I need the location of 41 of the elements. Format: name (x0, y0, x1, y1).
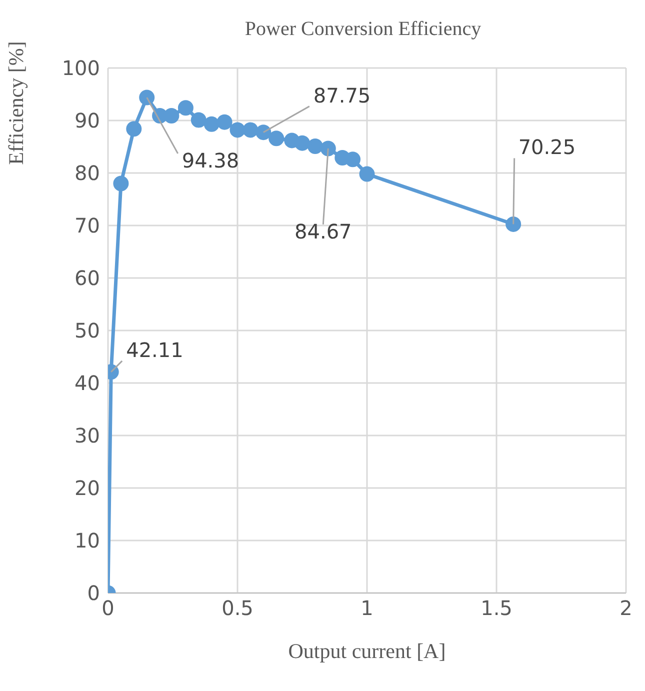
point (307, 138, 323, 154)
data-label: 70.25 (518, 135, 576, 160)
data-label: 84.67 (294, 219, 352, 244)
y-axis-title: Efficiency [%] (4, 41, 28, 165)
point (139, 90, 155, 106)
x-tick-label: 2 (620, 596, 632, 620)
y-tick-label: 100 (62, 56, 100, 80)
point (126, 121, 142, 137)
y-tick-label: 60 (74, 266, 100, 290)
point (216, 114, 232, 130)
y-tick-label: 80 (74, 161, 100, 186)
x-tick-label: 1.5 (480, 596, 512, 620)
point (345, 152, 361, 168)
x-tick-label: 0.5 (222, 596, 254, 620)
y-tick-label: 40 (74, 371, 100, 396)
point (294, 135, 310, 151)
point (320, 140, 336, 156)
y-tick-label: 0 (87, 581, 100, 606)
point (113, 176, 129, 192)
point (164, 108, 180, 124)
y-tick-label: 20 (74, 476, 100, 500)
point (178, 100, 194, 116)
x-tick-label: 1 (360, 596, 374, 620)
point (190, 112, 206, 128)
point (256, 124, 272, 140)
point (204, 116, 220, 132)
point (359, 166, 375, 182)
point (242, 122, 258, 138)
y-tick-label: 90 (74, 108, 100, 133)
chart-title: Power Conversion Efficiency (244, 18, 482, 40)
data-label: 94.38 (182, 148, 240, 173)
point (506, 216, 522, 232)
point (268, 130, 284, 146)
y-tick-label: 70 (74, 214, 100, 238)
y-tick-label: 50 (74, 318, 100, 343)
data-label: 42.11 (126, 338, 184, 362)
x-axis-title: Output current [A] (288, 639, 446, 663)
point (230, 122, 246, 138)
data-label: 87.75 (313, 83, 371, 108)
y-tick-label: 10 (74, 528, 100, 553)
y-tick-label: 30 (74, 424, 100, 448)
